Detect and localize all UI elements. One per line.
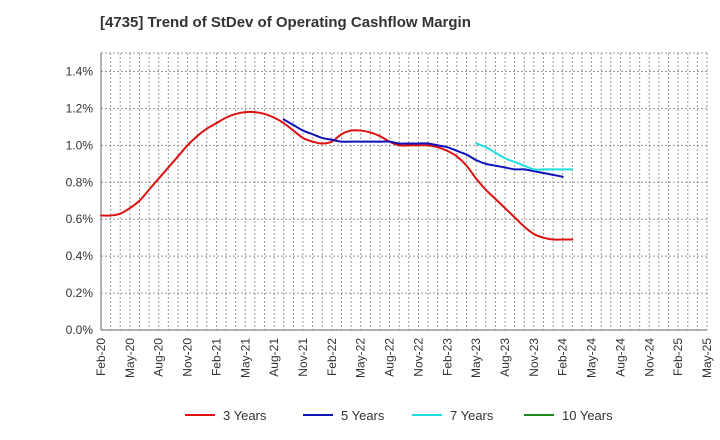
x-tick-label: May-24 [585, 338, 599, 378]
x-tick-label: Aug-23 [498, 338, 512, 377]
x-tick-label: May-25 [700, 338, 714, 378]
x-tick-label: Nov-20 [181, 338, 195, 377]
x-tick-label: Feb-22 [325, 338, 339, 376]
legend-label-10-years: 10 Years [562, 408, 613, 423]
legend-label-3-years: 3 Years [223, 408, 267, 423]
y-tick-label: 0.6% [66, 212, 94, 226]
x-tick-label: Feb-24 [556, 338, 570, 376]
y-tick-label: 1.4% [66, 64, 94, 78]
y-tick-label: 0.4% [66, 249, 94, 263]
x-tick-label: Feb-20 [94, 338, 108, 376]
x-tick-label: Aug-21 [267, 338, 281, 377]
series-lines [100, 110, 574, 241]
x-tick-label: May-23 [469, 338, 483, 378]
series-line-5-years [282, 118, 564, 178]
grid [101, 52, 708, 330]
chart-title: [4735] Trend of StDev of Operating Cashf… [100, 14, 471, 31]
x-tick-label: May-21 [238, 338, 252, 378]
y-tick-label: 1.0% [66, 138, 94, 152]
x-tick-label: Feb-21 [209, 338, 223, 376]
x-tick-label: Nov-21 [296, 338, 310, 377]
y-tick-label: 0.8% [66, 175, 94, 189]
series-line-7-years [475, 142, 574, 171]
plot-area [101, 53, 707, 330]
legend-label-5-years: 5 Years [341, 408, 385, 423]
x-tick-label: Feb-25 [671, 338, 685, 376]
series-line-3-years [100, 110, 574, 241]
plot-background [101, 53, 707, 330]
x-tick-label: Aug-22 [383, 338, 397, 377]
x-tick-label: May-20 [123, 338, 137, 378]
x-tick-label: Aug-24 [613, 338, 627, 377]
axes: 0.0% 0.2% 0.4% 0.6% 0.8% 1.0% 1.2% 1.4% Feb-20 Ma… [66, 53, 714, 378]
legend-label-7-years: 7 Years [450, 408, 494, 423]
x-tick-label: Nov-22 [411, 338, 425, 377]
x-tick-label: Aug-20 [152, 338, 166, 377]
x-tick-label: Nov-24 [642, 338, 656, 377]
x-tick-label: Nov-23 [527, 338, 541, 377]
x-tick-label: May-22 [354, 338, 368, 378]
y-tick-label: 0.2% [66, 286, 94, 300]
legend: 3 Years 5 Years 7 Years 10 Years [185, 408, 613, 423]
x-tick-label: Feb-23 [440, 338, 454, 376]
y-tick-label: 0.0% [66, 323, 94, 337]
y-tick-label: 1.2% [66, 101, 94, 115]
